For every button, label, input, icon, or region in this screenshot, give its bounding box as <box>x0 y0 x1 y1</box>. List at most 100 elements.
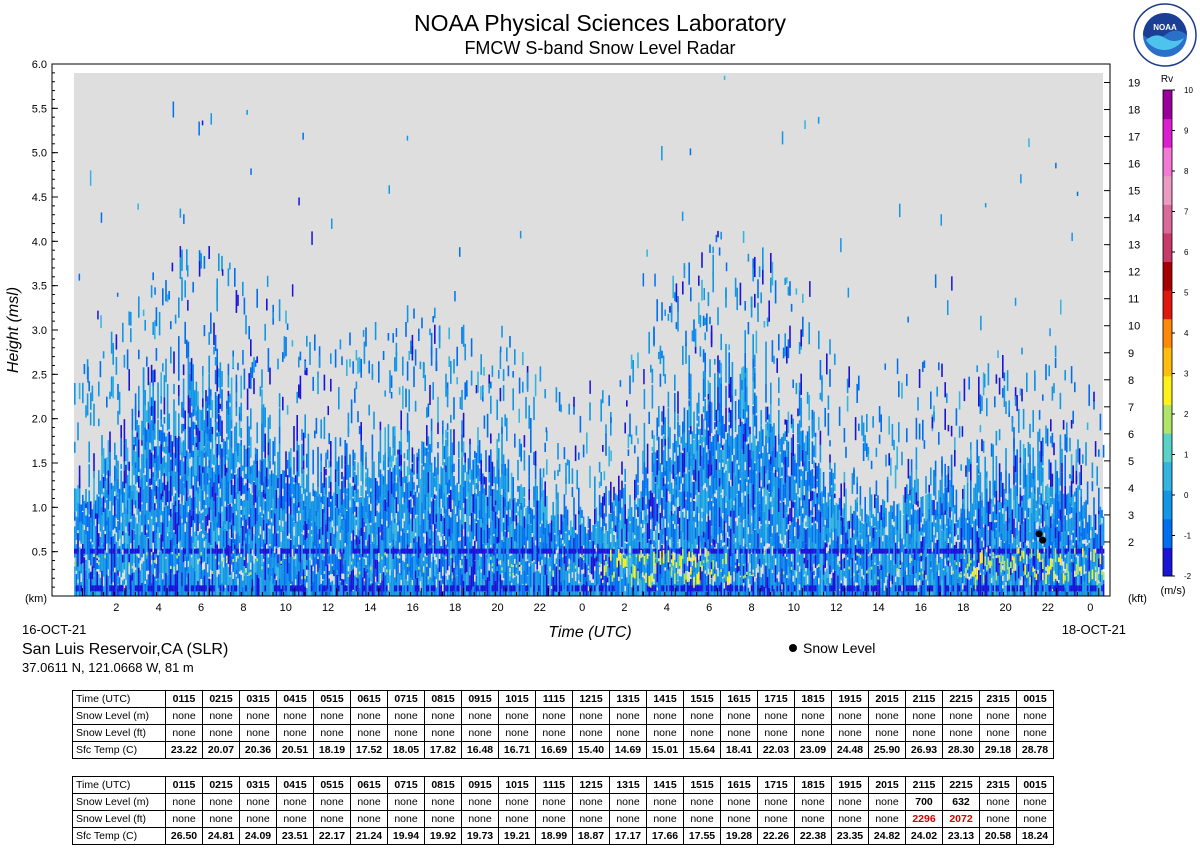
echo-pixel <box>506 417 508 442</box>
echo-pixel <box>747 493 750 515</box>
echo-pixel <box>714 566 716 576</box>
echo-pixel <box>365 457 367 470</box>
echo-pixel <box>800 506 802 530</box>
echo-pixel <box>133 530 135 541</box>
echo-pixel <box>216 395 218 419</box>
echo-pixel <box>250 436 252 458</box>
echo-pixel <box>162 424 164 432</box>
echo-pixel <box>347 495 350 509</box>
echo-pixel <box>352 530 354 551</box>
echo-pixel <box>765 565 767 589</box>
echo-pixel <box>707 574 710 596</box>
echo-pixel <box>194 437 196 452</box>
echo-pixel <box>826 533 828 544</box>
echo-pixel <box>325 587 327 596</box>
echo-pixel <box>312 488 314 497</box>
echo-pixel <box>720 408 722 425</box>
echo-pixel <box>664 374 666 384</box>
echo-pixel <box>568 582 570 596</box>
echo-pixel <box>296 440 298 451</box>
echo-pixel <box>493 489 495 507</box>
echo-pixel <box>234 474 236 499</box>
echo-pixel <box>418 461 420 467</box>
echo-pixel <box>733 455 735 473</box>
echo-pixel <box>520 443 522 462</box>
echo-pixel <box>336 471 338 494</box>
echo-pixel <box>182 585 185 596</box>
echo-pixel <box>131 580 134 596</box>
echo-pixel <box>659 513 662 530</box>
echo-pixel <box>184 410 186 430</box>
echo-pixel <box>840 516 842 521</box>
echo-pixel <box>464 573 466 596</box>
echo-pixel <box>710 325 713 344</box>
echo-pixel <box>330 466 332 482</box>
echo-pixel <box>458 508 460 516</box>
echo-pixel <box>453 476 455 502</box>
echo-pixel <box>494 505 497 512</box>
echo-pixel <box>101 551 103 571</box>
echo-pixel <box>709 359 711 378</box>
echo-pixel <box>360 422 362 441</box>
echo-pixel <box>450 573 452 582</box>
echo-pixel <box>136 523 138 533</box>
echo-pixel <box>128 589 130 596</box>
echo-pixel <box>834 547 836 571</box>
echo-pixel <box>176 523 178 545</box>
echo-pixel <box>731 572 734 587</box>
echo-pixel <box>467 506 470 532</box>
echo-pixel <box>675 540 678 552</box>
echo-pixel <box>814 503 817 521</box>
echo-pixel <box>341 578 343 586</box>
echo-pixel <box>462 555 465 581</box>
echo-pixel <box>200 489 202 511</box>
echo-pixel <box>720 333 722 351</box>
echo-pixel <box>430 468 433 475</box>
echo-pixel <box>187 573 190 596</box>
echo-pixel <box>312 581 314 591</box>
echo-pixel <box>384 511 386 528</box>
echo-pixel <box>477 491 479 497</box>
echo-pixel <box>731 386 734 396</box>
echo-pixel <box>701 414 703 436</box>
echo-pixel <box>131 491 134 500</box>
echo-pixel <box>171 513 174 539</box>
echo-pixel <box>242 482 244 495</box>
echo-pixel <box>309 523 311 530</box>
echo-pixel <box>813 491 815 507</box>
echo-pixel <box>813 460 815 468</box>
echo-pixel <box>224 587 226 596</box>
echo-pixel <box>197 406 199 428</box>
echo-pixel <box>416 473 418 479</box>
echo-pixel <box>714 458 716 468</box>
echo-pixel <box>656 546 658 563</box>
echo-pixel <box>710 464 713 475</box>
echo-pixel <box>131 515 134 530</box>
echo-pixel <box>834 505 836 529</box>
echo-pixel <box>765 473 767 496</box>
echo-pixel <box>382 454 385 461</box>
echo-pixel <box>490 381 492 389</box>
echo-pixel <box>160 443 162 464</box>
echo-pixel <box>498 581 500 596</box>
echo-pixel <box>253 521 255 527</box>
echo-pixel <box>421 317 423 329</box>
echo-pixel <box>866 443 868 457</box>
echo-pixel <box>138 558 140 564</box>
echo-pixel <box>304 505 306 521</box>
echo-pixel <box>214 492 217 517</box>
echo-pixel <box>653 476 655 494</box>
echo-pixel <box>458 564 460 570</box>
echo-pixel <box>557 469 559 476</box>
echo-pixel <box>661 497 663 518</box>
echo-pixel <box>728 344 730 351</box>
echo-pixel <box>187 371 190 396</box>
echo-pixel <box>323 416 326 440</box>
echo-pixel <box>109 544 111 570</box>
echo-pixel <box>83 529 86 550</box>
echo-pixel <box>608 556 610 568</box>
echo-pixel <box>350 571 353 588</box>
echo-pixel <box>522 558 524 584</box>
echo-pixel <box>674 461 676 474</box>
echo-pixel <box>450 517 452 541</box>
